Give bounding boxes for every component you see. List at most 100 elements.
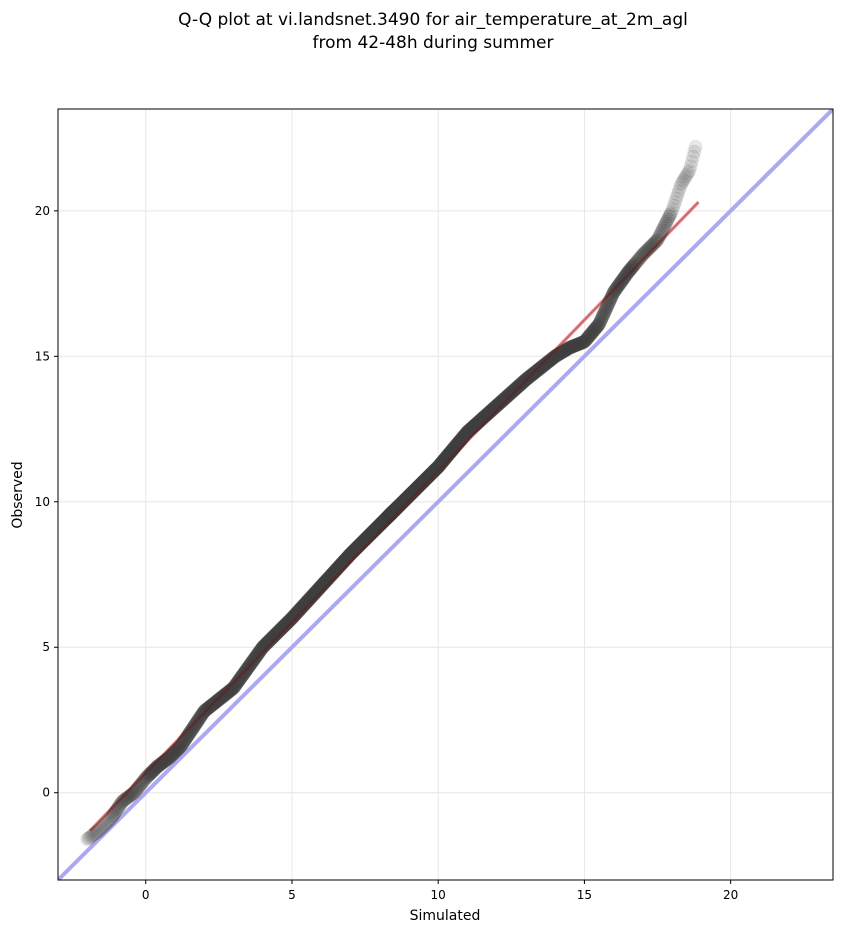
- qq-point: [391, 499, 406, 514]
- qq-point: [529, 364, 543, 379]
- qq-point: [434, 456, 449, 471]
- qq-point: [132, 778, 147, 793]
- qq-point: [364, 526, 379, 541]
- qq-point: [381, 509, 396, 524]
- qq-point: [587, 322, 602, 337]
- qq-point: [323, 569, 338, 584]
- qq-point: [438, 451, 453, 465]
- qq-point: [381, 509, 395, 524]
- qq-point: [446, 441, 461, 456]
- qq-point: [475, 411, 490, 426]
- qq-point: [251, 645, 266, 660]
- qq-point: [298, 597, 312, 611]
- qq-point: [401, 489, 415, 504]
- qq-point: [264, 632, 278, 646]
- qq-point: [336, 555, 351, 569]
- qq-point: [662, 209, 677, 224]
- qq-point: [482, 405, 497, 420]
- qq-point: [159, 753, 173, 767]
- qq-point: [331, 560, 346, 575]
- qq-point: [144, 766, 158, 780]
- qq-point: [419, 472, 433, 486]
- qq-point: [663, 207, 678, 222]
- qq-point: [82, 830, 97, 845]
- qq-point: [386, 504, 401, 519]
- qq-point: [461, 424, 476, 439]
- qq-point: [437, 453, 451, 467]
- qq-point: [319, 573, 334, 588]
- qq-point: [386, 504, 401, 519]
- qq-point: [405, 485, 420, 500]
- qq-point: [521, 370, 536, 385]
- qq-point: [377, 513, 392, 528]
- qq-point: [400, 490, 415, 505]
- qq-point: [245, 655, 259, 670]
- qq-point: [674, 177, 688, 192]
- qq-point: [561, 341, 576, 356]
- qq-point: [349, 540, 364, 555]
- qq-point: [347, 542, 362, 557]
- qq-point: [581, 329, 596, 344]
- qq-point: [185, 722, 199, 737]
- qq-point: [647, 236, 662, 251]
- qq-point: [444, 444, 459, 458]
- y-tick-label: 20: [35, 204, 50, 218]
- qq-point: [499, 390, 514, 405]
- qq-point: [287, 608, 302, 623]
- qq-point: [565, 339, 579, 354]
- qq-point: [522, 370, 537, 384]
- qq-point: [509, 381, 524, 395]
- qq-point: [289, 606, 304, 621]
- qq-point: [356, 533, 371, 548]
- qq-point: [373, 517, 388, 532]
- qq-point: [219, 686, 234, 701]
- qq-point: [451, 436, 466, 450]
- qq-point: [421, 469, 436, 484]
- qq-point: [232, 672, 247, 687]
- y-axis-ticks: 0 5 10 15 20: [35, 204, 58, 800]
- qq-point: [206, 696, 221, 711]
- qq-point: [400, 490, 415, 505]
- qq-point: [379, 511, 394, 526]
- qq-point: [338, 552, 353, 567]
- qq-point: [357, 533, 372, 547]
- qq-point: [487, 400, 502, 415]
- qq-point: [649, 234, 664, 248]
- qq-point: [451, 435, 466, 450]
- qq-point: [518, 373, 532, 388]
- qq-point: [425, 465, 440, 480]
- qq-point: [363, 526, 378, 541]
- qq-point: [456, 430, 471, 444]
- qq-point: [269, 626, 284, 641]
- qq-point: [428, 462, 443, 477]
- qq-point: [151, 758, 166, 773]
- qq-point: [382, 508, 397, 523]
- qq-point: [118, 792, 133, 807]
- qq-point: [486, 402, 500, 416]
- qq-point: [314, 578, 329, 593]
- qq-point: [362, 528, 377, 543]
- qq-point: [562, 341, 577, 355]
- qq-point: [242, 659, 257, 673]
- qq-point: [526, 366, 541, 381]
- qq-point: [291, 604, 306, 618]
- qq-point: [436, 453, 451, 468]
- qq-point: [667, 198, 681, 213]
- qq-point: [161, 751, 176, 766]
- qq-point: [399, 491, 414, 506]
- qq-point: [259, 636, 274, 651]
- qq-point: [392, 498, 407, 513]
- qq-point: [340, 551, 354, 565]
- qq-point: [371, 519, 385, 534]
- qq-point: [106, 807, 121, 822]
- qq-point: [80, 832, 95, 847]
- qq-point: [397, 493, 412, 508]
- qq-point: [620, 266, 635, 280]
- qq-point: [323, 568, 338, 583]
- qq-point: [427, 463, 442, 478]
- qq-point: [112, 799, 127, 813]
- qq-point: [573, 336, 588, 351]
- qq-point: [119, 791, 134, 806]
- qq-point: [389, 501, 404, 516]
- qq-point: [677, 171, 692, 186]
